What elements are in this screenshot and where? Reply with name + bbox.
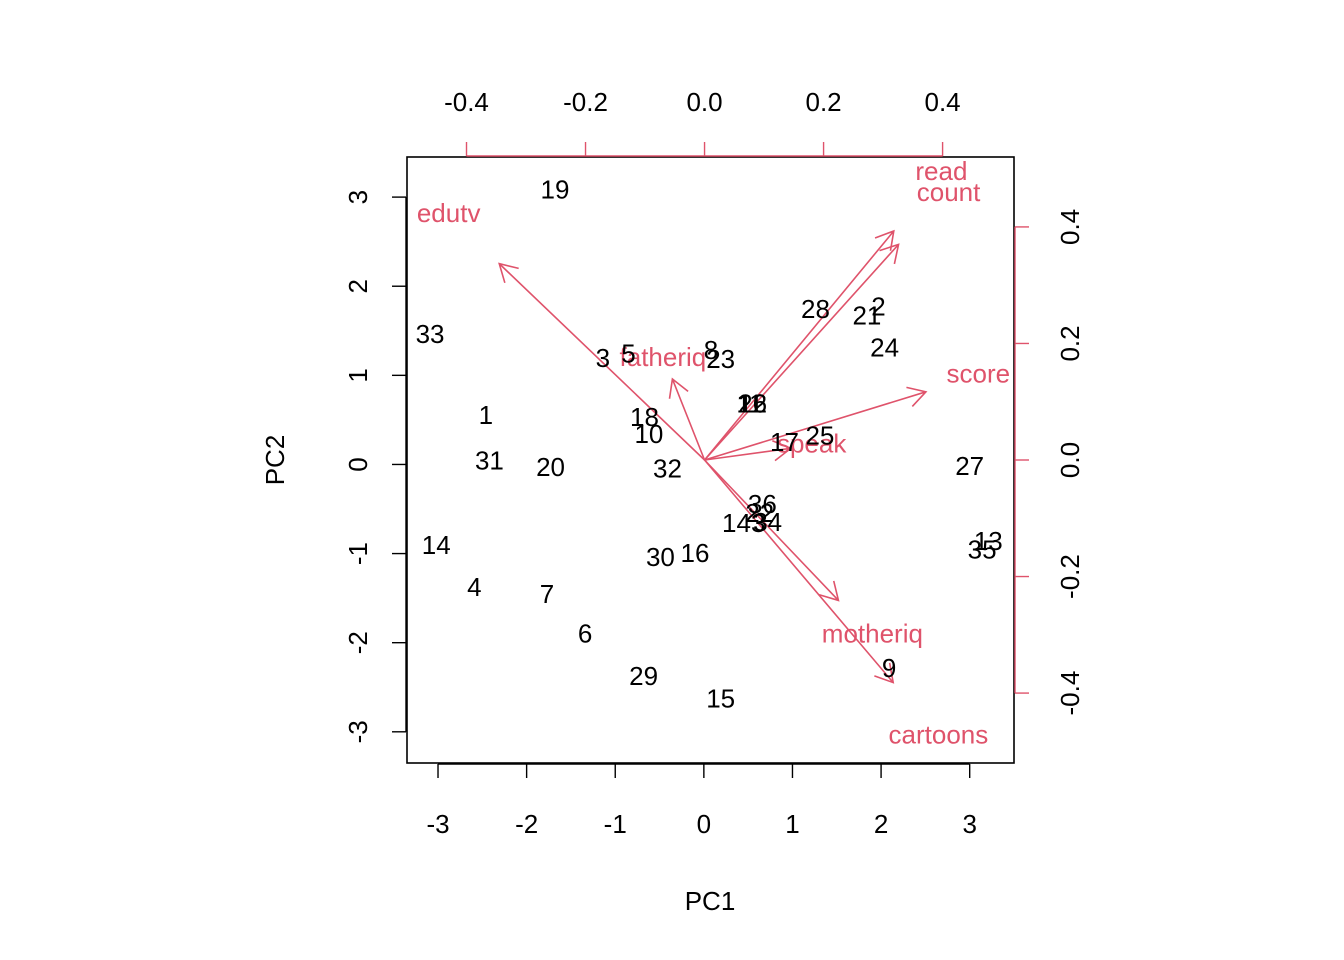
observation-label-6: 6 (578, 618, 592, 648)
loading-arrows (498, 229, 928, 684)
plot-frame (406, 156, 1015, 764)
bottom-tick-label: -3 (426, 809, 449, 839)
bottom-tick-label: -1 (604, 809, 627, 839)
observation-label-36: 36 (748, 489, 777, 519)
observation-label-33: 33 (416, 319, 445, 349)
bottom-axis: -3 -2 -1 0 1 2 3 (426, 763, 977, 839)
loading-arrow-edutv (498, 262, 706, 461)
left-tick-label: 2 (343, 279, 373, 293)
left-tick-label: -1 (343, 542, 373, 565)
left-tick-label: 1 (343, 368, 373, 382)
loading-label-fatheriq: fatheriq (620, 342, 707, 372)
observation-label-15: 15 (706, 683, 735, 713)
observation-label-8: 8 (704, 335, 718, 365)
loading-arrow-fatheriq (668, 377, 706, 461)
observation-label-31: 31 (475, 446, 504, 476)
observation-label-23: 23 (706, 344, 735, 374)
observation-label-2: 2 (871, 291, 885, 321)
top-axis: -0.4 -0.2 0.0 0.2 0.4 (444, 87, 961, 157)
observation-label-30: 30 (646, 542, 675, 572)
observation-label-18: 18 (630, 402, 659, 432)
observation-label-12: 12 (738, 389, 767, 419)
observation-label-27: 27 (955, 451, 984, 481)
observation-label-10: 10 (634, 419, 663, 449)
observation-label-24: 24 (870, 332, 899, 362)
observation-label-19: 19 (541, 175, 570, 205)
observation-label-3: 3 (596, 343, 610, 373)
loading-label-count: count (917, 177, 981, 207)
left-tick-label: 3 (343, 190, 373, 204)
observation-label-14: 14 (422, 530, 451, 560)
top-tick-label: -0.2 (563, 87, 608, 117)
observation-label-32: 32 (653, 454, 682, 484)
loading-label-motheriq: motheriq (822, 618, 923, 648)
bottom-tick-label: -2 (515, 809, 538, 839)
observation-label-4: 4 (467, 572, 481, 602)
top-tick-label: 0.0 (686, 87, 722, 117)
loading-label-score: score (947, 358, 1011, 388)
right-tick-label: 0.2 (1055, 325, 1085, 361)
observation-label-29: 29 (629, 661, 658, 691)
top-tick-label: -0.4 (444, 87, 489, 117)
left-tick-label: 0 (343, 457, 373, 471)
bottom-tick-label: 1 (785, 809, 799, 839)
bottom-tick-label: 0 (697, 809, 711, 839)
observation-label-25: 25 (805, 421, 834, 451)
right-tick-label: 0.0 (1055, 442, 1085, 478)
loading-arrow-score (704, 386, 928, 461)
loading-arrow-cartoons (703, 459, 895, 684)
observation-label-7: 7 (540, 579, 554, 609)
observation-label-143: 143 (722, 508, 765, 538)
observation-label-28: 28 (801, 294, 830, 324)
loading-label-cartoons: cartoons (889, 720, 989, 750)
left-axis: -3 -2 -1 0 1 2 3 (343, 190, 407, 743)
loading-arrow-motheriq (703, 459, 840, 602)
observation-label-35: 35 (968, 535, 997, 565)
observation-label-9: 9 (882, 653, 896, 683)
right-tick-label: -0.4 (1055, 671, 1085, 716)
observation-label-21: 21 (852, 300, 881, 330)
y-axis-title: PC2 (260, 435, 290, 486)
left-tick-label: -3 (343, 720, 373, 743)
observation-label-34: 34 (753, 507, 782, 537)
x-axis-title: PC1 (685, 886, 736, 916)
observation-label-5: 5 (621, 339, 635, 369)
top-tick-label: 0.2 (805, 87, 841, 117)
observation-label-11: 11 (736, 389, 763, 419)
top-tick-label: 0.4 (925, 87, 961, 117)
bottom-tick-label: 2 (874, 809, 888, 839)
loading-label-edutv: edutv (417, 198, 481, 228)
observation-label-1: 1 (479, 400, 493, 430)
observation-label-16: 16 (681, 538, 710, 568)
observation-label-17: 17 (770, 427, 799, 457)
loading-arrow-speak (704, 440, 793, 462)
loading-label-speak: speak (777, 428, 847, 458)
observation-label-26: 26 (738, 389, 767, 419)
right-tick-label: 0.4 (1055, 209, 1085, 245)
observation-label-22: 22 (745, 498, 774, 528)
loading-arrow-read (703, 229, 895, 461)
bottom-tick-label: 3 (962, 809, 976, 839)
loading-arrow-count (703, 243, 900, 461)
left-tick-label: -2 (343, 631, 373, 654)
right-tick-label: -0.2 (1055, 554, 1085, 599)
loading-label-read: read (915, 156, 967, 186)
observation-label-20: 20 (536, 452, 565, 482)
observation-label-13: 13 (974, 526, 1003, 556)
right-axis: -0.4 -0.2 0.0 0.2 0.4 (1014, 209, 1085, 716)
